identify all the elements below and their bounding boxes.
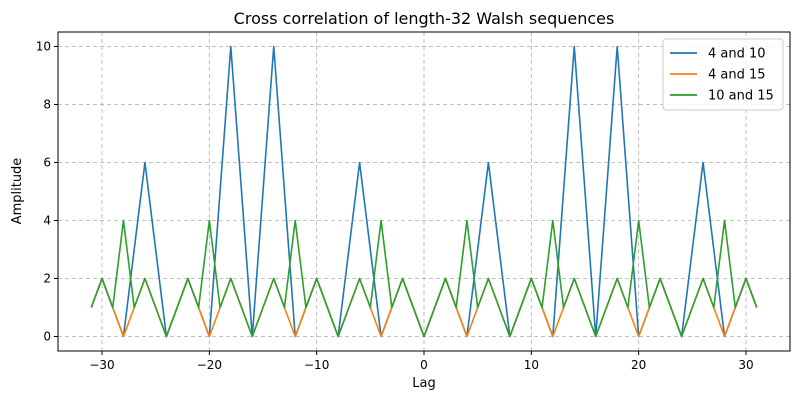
legend-label: 4 and 15 bbox=[708, 68, 766, 83]
y-tick-label: 10 bbox=[36, 40, 51, 54]
legend: 4 and 10 4 and 15 10 and 15 bbox=[662, 38, 784, 111]
x-tick-label: 20 bbox=[631, 358, 646, 372]
y-tick-label: 8 bbox=[43, 98, 51, 112]
series-lines bbox=[90, 45, 758, 338]
legend-label: 4 and 10 bbox=[708, 47, 766, 62]
x-tick-label: 0 bbox=[420, 358, 428, 372]
legend-box bbox=[662, 38, 784, 111]
y-tick-label: 4 bbox=[43, 214, 51, 228]
legend-label: 10 and 15 bbox=[708, 89, 774, 104]
x-axis-label: Lag bbox=[412, 376, 435, 391]
y-tick-label: 6 bbox=[43, 156, 51, 170]
y-tick-label: 0 bbox=[43, 330, 51, 344]
x-tick-label: 10 bbox=[524, 358, 539, 372]
grid bbox=[58, 32, 790, 351]
y-axis-label: Amplitude bbox=[10, 158, 25, 225]
x-tick-label: −30 bbox=[89, 358, 114, 372]
x-tick-label: 30 bbox=[738, 358, 753, 372]
y-tick-label: 2 bbox=[43, 272, 51, 286]
ticks: −30 −20 −10 0 10 20 30 0 2 4 6 8 10 bbox=[36, 40, 754, 373]
x-tick-label: −10 bbox=[304, 358, 329, 372]
series-line-2 bbox=[90, 219, 758, 338]
x-tick-label: −20 bbox=[197, 358, 222, 372]
chart-title: Cross correlation of length-32 Walsh seq… bbox=[234, 9, 615, 28]
